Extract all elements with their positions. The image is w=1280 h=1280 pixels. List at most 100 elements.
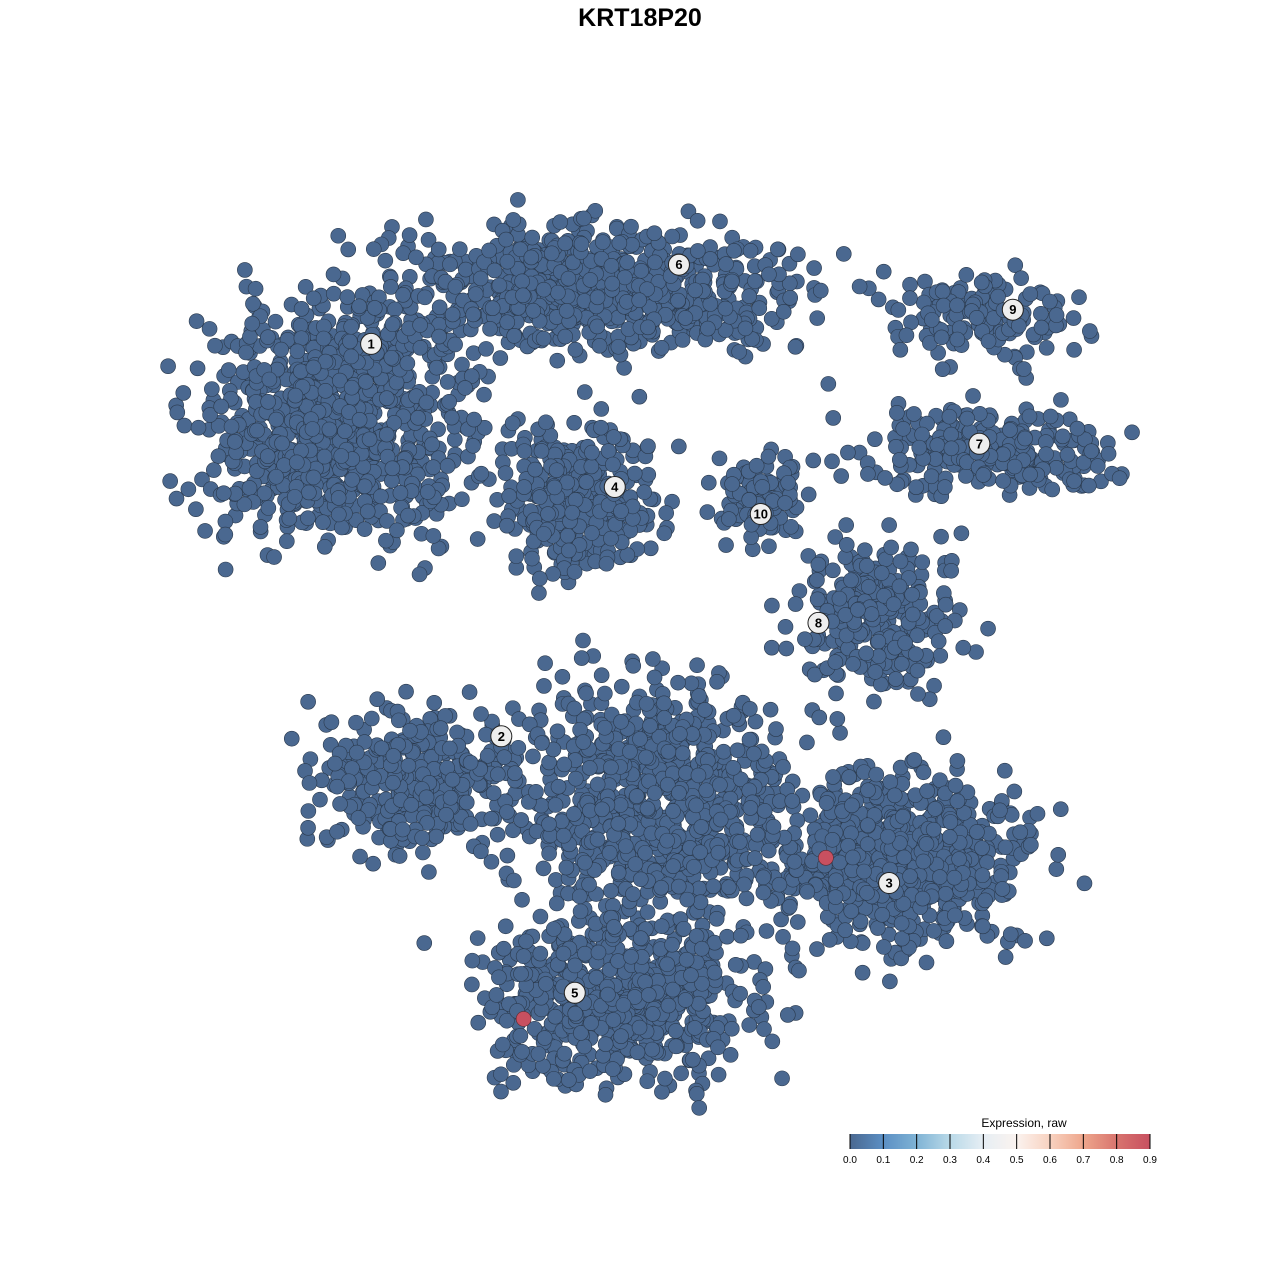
cell-point [414, 830, 430, 846]
cell-point [659, 956, 675, 973]
cell-point [398, 683, 414, 700]
cell-point [937, 479, 953, 495]
cell-point [867, 431, 883, 447]
cell-point [809, 572, 825, 588]
cell-point [384, 316, 401, 333]
cell-point [923, 468, 940, 485]
cell-point [457, 261, 474, 278]
cell-point [223, 418, 240, 435]
cell-point [994, 881, 1011, 897]
cell-point [1066, 342, 1082, 358]
cell-point [408, 249, 424, 266]
cell-point [505, 212, 522, 228]
cell-point [947, 777, 964, 794]
cell-point [832, 725, 848, 741]
cell-point [259, 448, 276, 464]
cell-point [895, 420, 912, 437]
cell-point [904, 586, 920, 603]
cell-point [545, 921, 562, 937]
cell-point [863, 606, 880, 622]
cell-point [910, 686, 926, 702]
cell-point [412, 340, 429, 356]
cell-point [1038, 340, 1055, 356]
cell-point [882, 973, 898, 990]
cell-point [201, 321, 218, 337]
cell-point [442, 256, 458, 273]
cell-point [1053, 392, 1069, 408]
cell-point [874, 907, 891, 923]
cell-point [394, 821, 411, 838]
cell-point [712, 213, 728, 230]
cell-point [516, 443, 533, 459]
cell-point [464, 952, 481, 969]
cell-point [424, 436, 440, 453]
cell-point [844, 797, 860, 814]
cell-point [289, 343, 306, 360]
cell-point [951, 851, 967, 867]
cell-point [898, 327, 915, 344]
cell-point [260, 500, 277, 516]
cell-point [361, 431, 378, 448]
cell-point [403, 797, 420, 813]
cell-point [851, 278, 868, 295]
cell-point [664, 936, 680, 953]
cell-point [668, 1038, 684, 1055]
cell-point [1002, 422, 1018, 438]
cell-point [840, 444, 856, 461]
cell-point [442, 789, 459, 806]
cell-point [933, 528, 949, 545]
cell-point [873, 565, 890, 581]
cell-point [300, 510, 316, 526]
cell-point [1089, 458, 1106, 474]
cell-point [775, 303, 792, 320]
cell-point [654, 1084, 670, 1100]
cell-point [485, 785, 502, 801]
cell-point [419, 484, 436, 500]
cell-point [877, 470, 893, 486]
cell-point [325, 285, 342, 302]
cell-point [348, 714, 364, 731]
cell-point [428, 359, 445, 376]
cell-point [886, 787, 903, 804]
cell-point [737, 320, 754, 337]
cell-point [646, 225, 663, 241]
cell-point [934, 361, 951, 377]
cell-point [288, 454, 305, 471]
cell-point [572, 903, 589, 920]
cell-point [481, 242, 497, 259]
cell-point [1059, 446, 1076, 463]
cell-point [613, 503, 629, 519]
cell-point [647, 254, 663, 271]
cell-point [911, 439, 928, 456]
cell-point [1021, 408, 1038, 425]
cell-point [447, 278, 464, 295]
cell-point [400, 507, 416, 524]
cell-point [283, 730, 300, 747]
cell-point [969, 824, 985, 840]
cell-point [492, 350, 509, 366]
cell-point [546, 1071, 562, 1087]
cell-point [478, 341, 494, 357]
cell-point [428, 828, 445, 845]
cell-point [845, 656, 861, 672]
cell-point [514, 891, 530, 908]
cell-point [631, 1019, 648, 1036]
cell-point [660, 997, 677, 1014]
cell-point [706, 964, 723, 981]
cell-point [351, 412, 368, 428]
cell-point [610, 953, 626, 969]
cell-point [887, 671, 904, 687]
cell-point [363, 710, 380, 727]
cell-point [329, 823, 345, 840]
cell-point [721, 511, 737, 527]
cell-point [213, 398, 230, 415]
cell-point [1012, 824, 1029, 841]
cell-point [493, 1066, 509, 1083]
cell-point [605, 429, 622, 445]
cell-point [915, 764, 932, 781]
cell-point [933, 329, 950, 346]
cell-point [1066, 473, 1082, 489]
cell-point [316, 539, 333, 555]
cell-point [525, 302, 542, 319]
cell-point [717, 300, 734, 317]
